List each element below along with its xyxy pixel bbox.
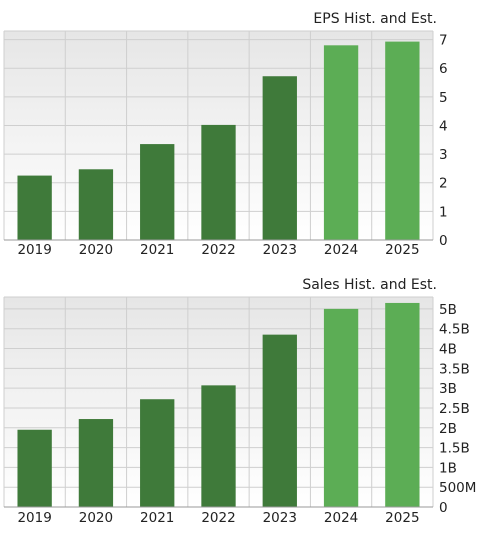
eps-y-tick-label: 4 [439, 118, 448, 134]
sales-y-tick-label: 2B [439, 421, 457, 437]
sales-x-tick-label: 2023 [263, 510, 297, 526]
sales-y-tick-label: 0 [439, 500, 448, 516]
eps-y-tick-label: 2 [439, 176, 448, 192]
sales-y-tick-label: 1.5B [439, 441, 470, 457]
sales-chart: Sales Hist. and Est. 0 500M 1B 1.5B 2B 2.5B 3B… [3, 277, 476, 526]
eps-x-tick-label: 2025 [385, 242, 419, 258]
eps-y-tick-label: 7 [439, 33, 448, 49]
sales-y-tick-label: 2.5B [439, 401, 470, 417]
sales-chart-title: Sales Hist. and Est. [302, 277, 437, 293]
eps-plot-area: 0 1 2 3 4 5 6 7 2019 2020 2021 2022 2023 2024 2025 [3, 30, 448, 258]
sales-bar-2024 [323, 308, 359, 507]
sales-y-tick-label: 4.5B [439, 322, 470, 338]
sales-x-tick-label: 2021 [140, 510, 174, 526]
sales-y-tick-label: 3B [439, 381, 457, 397]
eps-y-tick-label: 6 [439, 61, 448, 77]
sales-x-tick-label: 2024 [324, 510, 358, 526]
eps-bar-2025 [385, 41, 420, 240]
eps-bar-2023 [262, 76, 297, 240]
sales-x-tick-label: 2025 [385, 510, 419, 526]
sales-y-tick-label: 5B [439, 302, 457, 318]
sales-y-tick-label: 4B [439, 342, 457, 358]
sales-bar-2021 [140, 399, 175, 507]
sales-bar-2020 [78, 419, 114, 507]
sales-bar-2022 [201, 385, 236, 507]
eps-bar-2022 [201, 124, 236, 240]
sales-y-tick-label: 1B [439, 460, 457, 476]
eps-chart: EPS Hist. and Est. 0 1 2 3 4 5 6 7 2019 2020 2021 2… [3, 11, 448, 258]
sales-x-tick-label: 2022 [201, 510, 235, 526]
eps-y-tick-label: 1 [439, 204, 448, 220]
eps-bar-2024 [323, 45, 359, 241]
eps-y-tick-label: 3 [439, 147, 448, 163]
sales-plot-area: 0 500M 1B 1.5B 2B 2.5B 3B 3.5B 4B 4.5B 5B 2019 2020 2… [3, 296, 476, 526]
sales-x-tick-label: 2020 [79, 510, 113, 526]
eps-bar-2020 [78, 169, 114, 240]
sales-bar-2023 [262, 334, 297, 507]
eps-x-tick-label: 2019 [17, 242, 51, 258]
eps-bar-2019 [17, 175, 52, 240]
eps-x-tick-label: 2023 [263, 242, 297, 258]
eps-y-tick-label: 5 [439, 90, 448, 106]
sales-bar-2019 [17, 429, 52, 507]
sales-bar-2025 [385, 302, 420, 507]
eps-y-tick-label: 0 [439, 233, 448, 249]
eps-chart-title: EPS Hist. and Est. [313, 11, 437, 27]
sales-y-tick-label: 500M [439, 480, 476, 496]
eps-x-tick-label: 2024 [324, 242, 358, 258]
sales-x-tick-label: 2019 [17, 510, 51, 526]
eps-bar-2021 [140, 144, 175, 240]
eps-x-tick-label: 2020 [79, 242, 113, 258]
eps-x-tick-label: 2022 [201, 242, 235, 258]
eps-x-tick-label: 2021 [140, 242, 174, 258]
sales-y-tick-label: 3.5B [439, 361, 470, 377]
